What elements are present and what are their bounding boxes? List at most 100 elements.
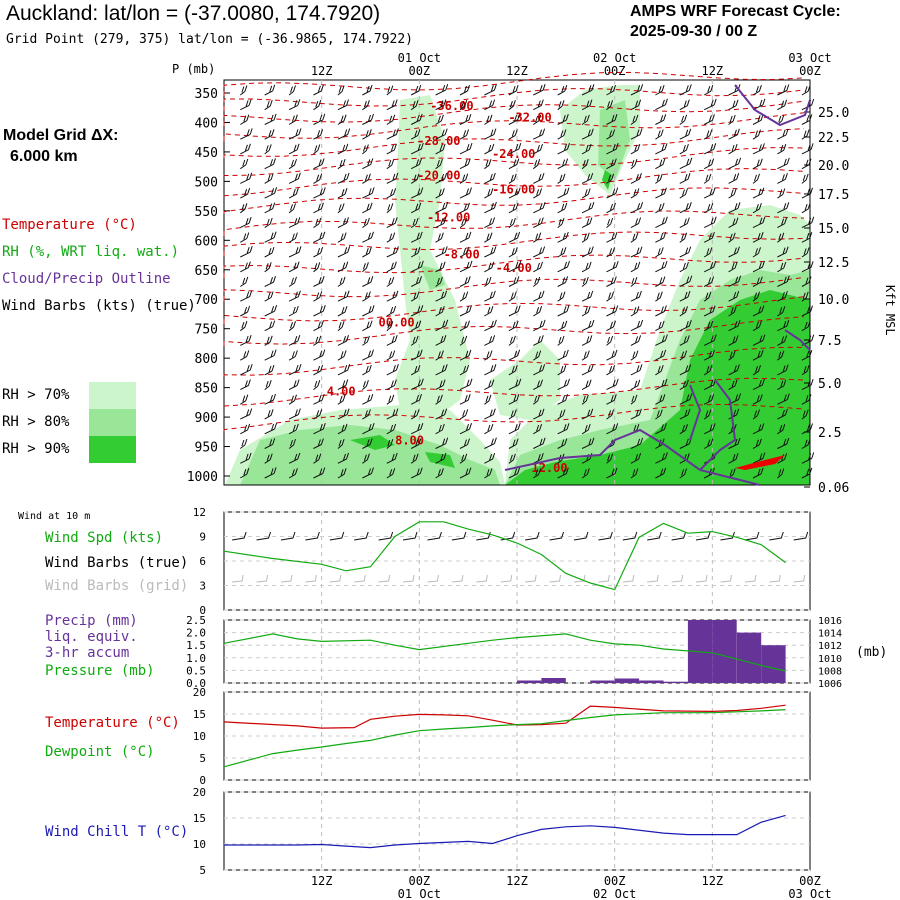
wind-barb xyxy=(557,423,570,435)
bottom-panels-layer: 0 3 6 9 12 Wind at 10 m Wind Spd (kts) Wind Bar… xyxy=(18,506,887,900)
bottom-date-label: 03 Oct xyxy=(788,887,831,900)
wind-barb xyxy=(435,261,446,273)
pressure-tick-label: 500 xyxy=(195,175,218,190)
wind-barb xyxy=(386,203,394,214)
wind-barb xyxy=(630,261,641,273)
wind-barb xyxy=(581,379,592,391)
wind-barb xyxy=(337,364,351,376)
pressure-axis-label: P (mb) xyxy=(172,62,215,76)
cloud-outline xyxy=(504,428,761,486)
wind-barb xyxy=(313,113,326,125)
surface-grid-wind-barb xyxy=(451,574,464,583)
wind-barb xyxy=(508,231,521,243)
wind-barb xyxy=(533,246,546,258)
wind-barb xyxy=(655,334,668,346)
wind-barb xyxy=(288,452,301,464)
bottom-hour-label: 00Z xyxy=(799,874,821,888)
wind-barb xyxy=(630,408,642,420)
wind-barb xyxy=(288,408,301,420)
surface-grid-wind-barb xyxy=(647,574,659,583)
wind-barb xyxy=(459,335,468,346)
wind-barb xyxy=(801,129,810,140)
wind-barb xyxy=(508,453,516,464)
wind-barb xyxy=(557,100,565,111)
wind-barb xyxy=(532,394,541,405)
wind-barb xyxy=(703,291,712,302)
pressure-tick-label: 750 xyxy=(195,323,218,338)
wind-barb xyxy=(313,262,321,273)
pressure-tick-label: 850 xyxy=(195,382,218,397)
wind-barb xyxy=(484,246,497,258)
wind-barb xyxy=(288,172,301,184)
height-tick-label: 10.0 xyxy=(818,293,849,308)
wind-barb xyxy=(703,394,715,405)
wind-barb xyxy=(362,409,371,420)
wind-barb xyxy=(533,335,544,346)
wind-barb xyxy=(752,143,765,155)
wind-barb xyxy=(264,99,273,111)
temperature-contour xyxy=(223,100,805,126)
wind-barb xyxy=(581,246,594,258)
height-tick-label: 22.5 xyxy=(818,131,849,146)
wind-barb xyxy=(386,438,394,449)
wind-barb xyxy=(630,99,642,111)
wind-barb xyxy=(606,276,617,287)
wind-barb xyxy=(703,216,717,229)
temperature-contour xyxy=(223,128,805,158)
legend-rh70-label: RH > 70% xyxy=(2,387,70,403)
wind-barb xyxy=(410,393,422,405)
cloud-outline xyxy=(734,84,811,127)
wind-barb xyxy=(557,84,568,96)
wind-barb xyxy=(728,453,739,464)
wind-barb xyxy=(386,305,397,317)
wind-barb xyxy=(264,422,278,435)
height-tick-label: 7.5 xyxy=(818,334,841,349)
wind-barb xyxy=(313,202,324,214)
wind-barb xyxy=(386,217,398,229)
wind-barb xyxy=(362,247,372,258)
wind-barb xyxy=(581,128,594,140)
wind-barb xyxy=(533,128,546,140)
wind-barb xyxy=(264,246,275,258)
wind-barb xyxy=(655,365,664,376)
bottom-hour-label: 00Z xyxy=(604,874,626,888)
height-tick-label: 5.0 xyxy=(818,377,841,392)
wind-barb xyxy=(679,128,692,140)
cloud-outline-layer xyxy=(504,84,811,486)
wind-barb xyxy=(288,232,298,243)
wind-barb xyxy=(264,438,276,449)
top-date-label: 03 Oct xyxy=(788,51,831,65)
surface-wind-barb xyxy=(451,531,467,541)
wind-barb xyxy=(459,202,470,214)
wind-barb xyxy=(313,291,323,302)
height-tick-label: 2.5 xyxy=(818,426,841,441)
wind-barb xyxy=(313,158,325,170)
wind-barb xyxy=(410,335,419,346)
y-tick-label: 0.0 xyxy=(186,677,206,690)
top-hour-label: 12Z xyxy=(701,64,723,78)
wind-barb xyxy=(630,290,642,302)
wind-barb xyxy=(362,100,370,111)
wind-barb xyxy=(264,335,273,346)
wind-barb xyxy=(362,144,369,155)
wind-barb xyxy=(630,453,642,464)
wind-barb xyxy=(313,467,326,479)
y-tick-label: 3 xyxy=(199,580,206,593)
temperature-contour xyxy=(223,254,805,278)
wind-barb xyxy=(655,320,665,332)
surface-grid-wind-barb xyxy=(427,574,439,583)
wind-barb xyxy=(606,217,614,228)
temperature-contour xyxy=(223,187,805,214)
wind-barb xyxy=(508,394,520,405)
wind-barb xyxy=(508,202,519,214)
wind-barb xyxy=(557,335,565,346)
wind-barb xyxy=(557,349,569,361)
pressure-tick-label: 1016 xyxy=(818,616,842,627)
wind-barb xyxy=(484,452,496,464)
wind-barb xyxy=(703,202,714,214)
legend-wind-speed: Wind Spd (kts) xyxy=(45,530,163,546)
wind-barb xyxy=(752,232,764,243)
rh70-area xyxy=(395,95,470,415)
wind-barb xyxy=(288,350,298,361)
wind-barb xyxy=(557,438,568,449)
